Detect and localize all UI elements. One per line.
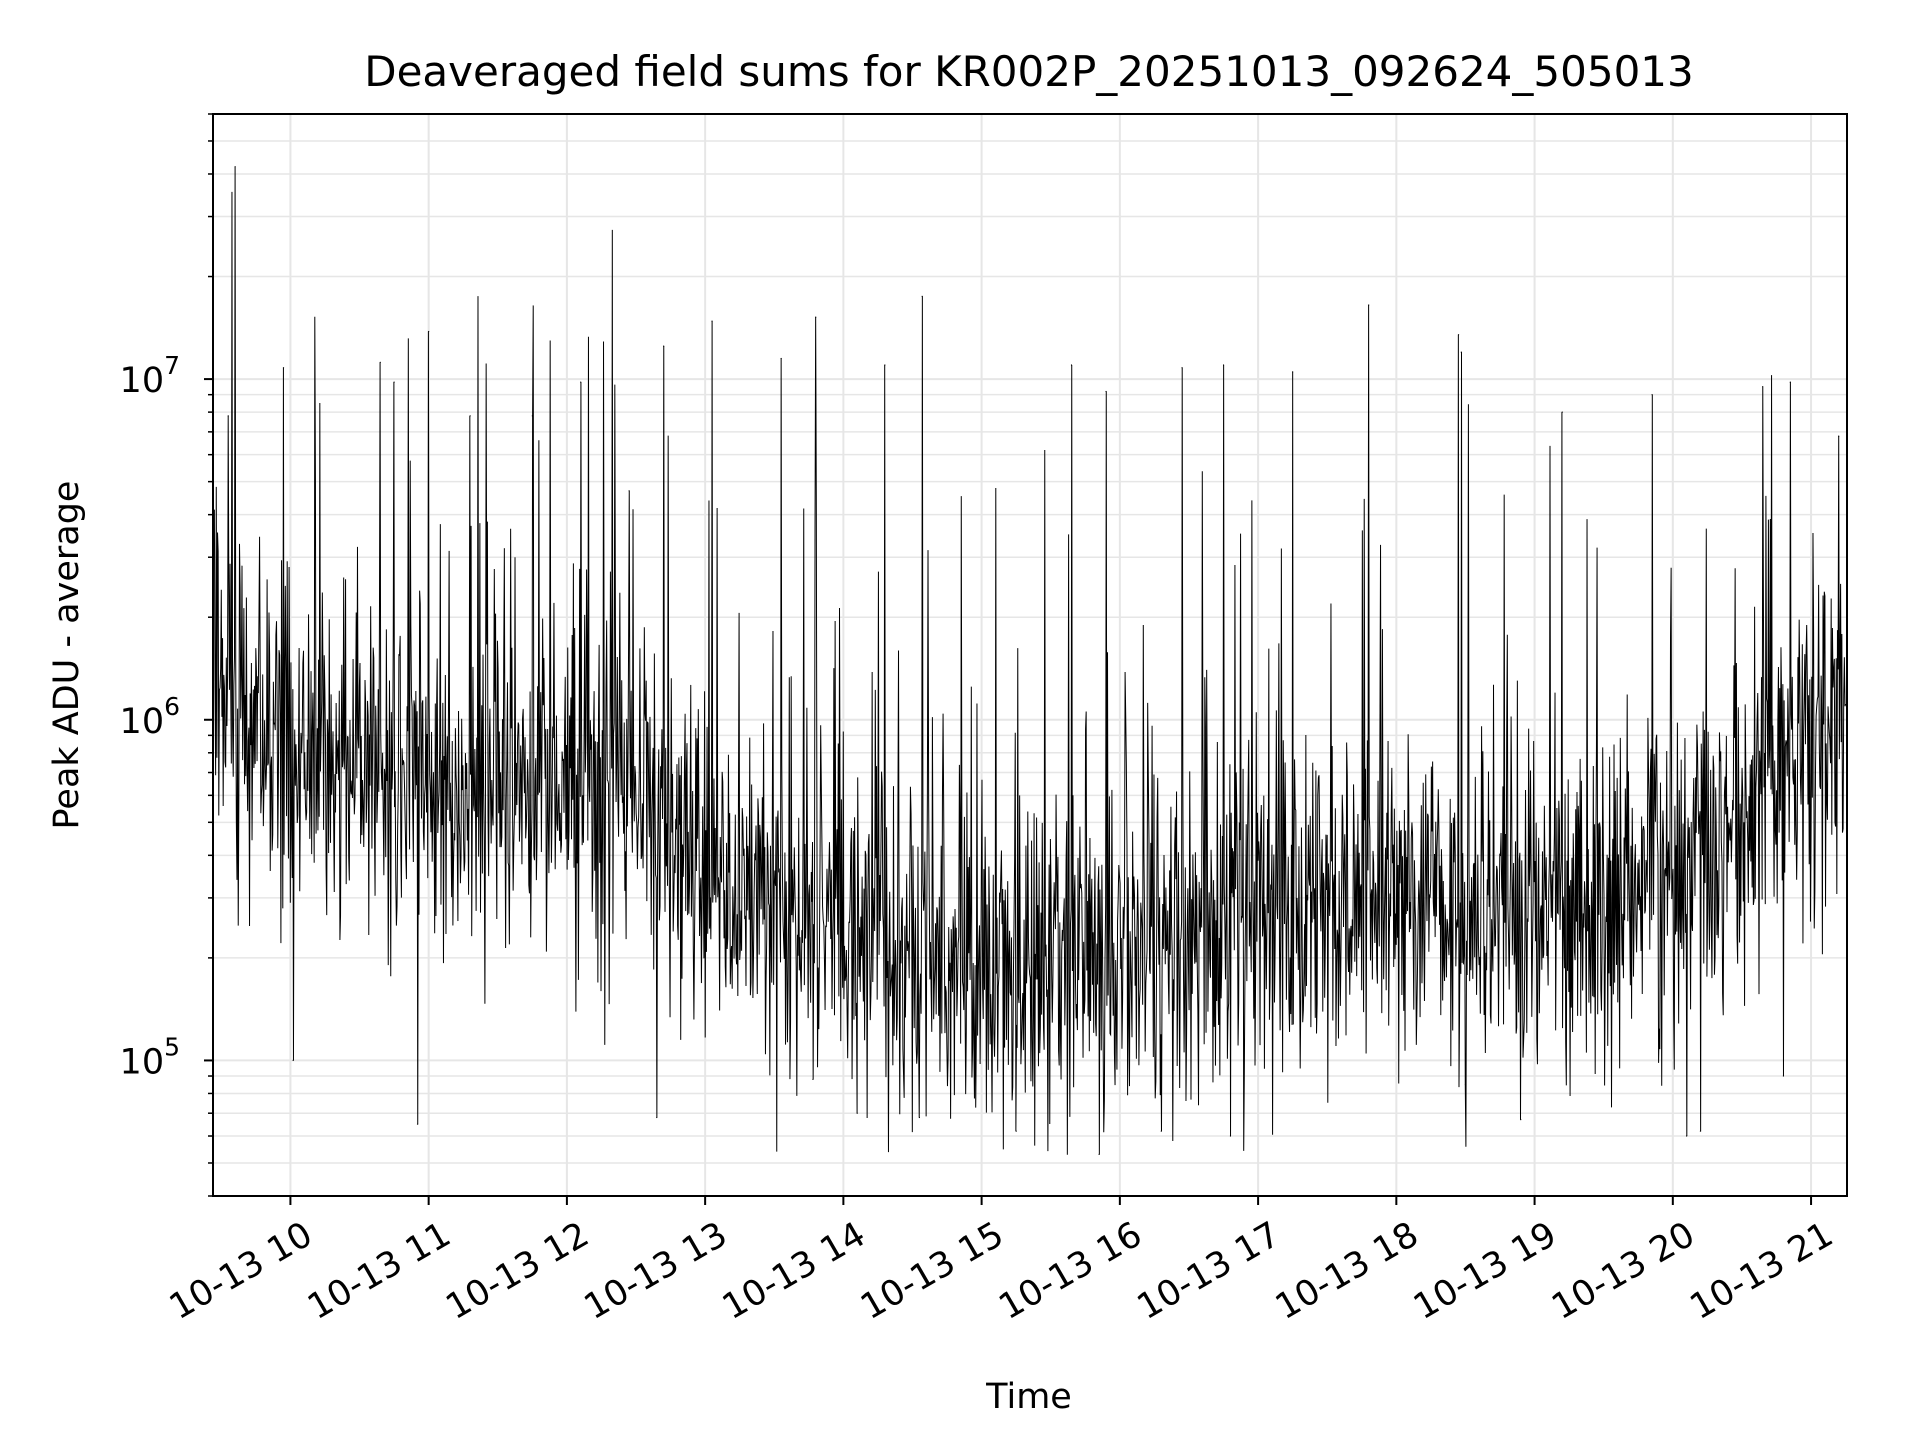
peak-point: [1181, 367, 1183, 369]
trough-point: [1229, 1135, 1232, 1137]
peak-point: [379, 361, 381, 363]
peak-point: [469, 415, 471, 417]
peak-point: [1368, 304, 1370, 306]
trough-point: [1015, 1130, 1017, 1132]
peak-point: [1789, 381, 1791, 383]
y-axis-label: Peak ADU - average: [47, 481, 87, 830]
peak-point: [663, 345, 665, 347]
trough-point: [292, 1059, 294, 1062]
trough-point: [812, 1078, 814, 1080]
trough-point: [1686, 1135, 1688, 1137]
peak-point: [282, 367, 285, 369]
peak-point: [711, 320, 713, 322]
peak-point: [1105, 390, 1107, 393]
y-tick-label: 106: [120, 692, 180, 742]
peak-point: [1292, 371, 1294, 373]
trough-point: [1520, 1119, 1522, 1121]
trough-point: [1699, 1130, 1702, 1132]
trough-point: [856, 1112, 858, 1114]
peak-point: [1460, 351, 1462, 353]
y-tick-label-exponent: 7: [164, 351, 180, 380]
peak-point: [234, 166, 236, 168]
peak-point: [428, 330, 430, 333]
peak-point: [884, 364, 886, 366]
trough-point: [918, 1116, 921, 1119]
trough-point: [416, 1123, 419, 1125]
y-tick-label-base: 10: [120, 702, 165, 742]
peak-point: [1070, 364, 1073, 366]
data-series: [213, 166, 1847, 1155]
peak-point: [393, 381, 395, 383]
peak-point: [1651, 394, 1653, 396]
peak-point: [1762, 386, 1764, 388]
x-axis-label: Time: [985, 1377, 1072, 1417]
peak-point: [628, 490, 630, 492]
plot-frame: [212, 113, 1848, 1197]
peak-point: [1222, 364, 1225, 366]
trough-point: [1160, 1130, 1162, 1132]
trough-point: [1464, 1083, 1467, 1086]
peak-point: [921, 295, 923, 297]
peak-point: [780, 357, 782, 360]
peak-point: [1457, 334, 1460, 336]
major-gridlines: [213, 114, 1847, 1196]
peak-point: [531, 415, 533, 417]
peak-point: [1838, 435, 1840, 437]
chart-title: Deaveraged field sums for KR002P_2025101…: [364, 47, 1694, 96]
y-tick-label: 107: [120, 351, 180, 401]
trough-point: [1782, 1075, 1785, 1077]
y-tick-label-base: 10: [120, 1042, 165, 1082]
peak-point: [1561, 411, 1563, 413]
y-tick-label-base: 10: [120, 361, 165, 401]
peak-point: [815, 316, 817, 318]
series-line: [213, 166, 1847, 1155]
peak-point: [227, 415, 229, 417]
y-tick-label-exponent: 5: [164, 1032, 180, 1061]
trough-point: [1098, 1153, 1100, 1155]
y-tick-label-exponent: 6: [164, 692, 180, 721]
y-tick-label: 105: [120, 1032, 180, 1082]
trough-point: [656, 1116, 658, 1119]
peak-point: [580, 381, 582, 383]
